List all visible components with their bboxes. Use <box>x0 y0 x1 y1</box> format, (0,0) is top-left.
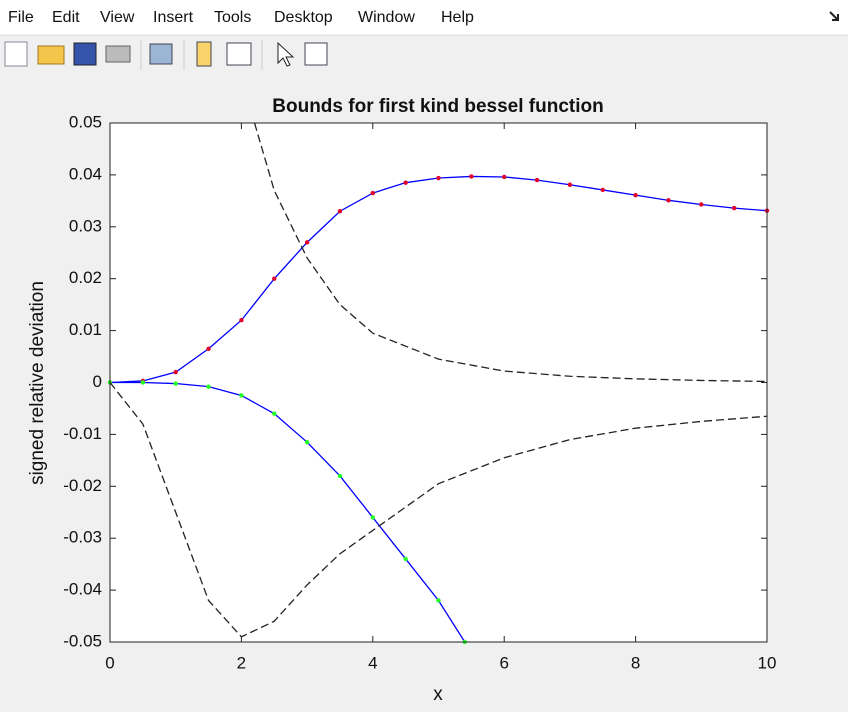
data-point <box>403 556 408 562</box>
menu-bar <box>0 0 848 35</box>
new-icon[interactable] <box>4 41 28 67</box>
menu-item[interactable]: Window <box>358 9 415 26</box>
data-point <box>502 174 507 180</box>
menu-item[interactable]: Edit <box>52 9 80 26</box>
y-tick-label: -0.04 <box>63 580 102 599</box>
data-point <box>370 190 375 196</box>
menu-item[interactable]: Tools <box>214 9 251 26</box>
data-point <box>370 515 375 520</box>
x-tick-label: 6 <box>499 653 508 672</box>
data-point <box>731 205 737 211</box>
link-icon[interactable] <box>149 43 173 65</box>
y-tick-label: 0 <box>93 372 102 391</box>
y-tick-label: 0.01 <box>69 320 102 339</box>
data-point <box>436 598 441 603</box>
data-point <box>239 393 244 398</box>
toolbar <box>4 40 328 70</box>
open-icon[interactable] <box>37 45 65 65</box>
menu-item[interactable]: Insert <box>153 9 194 26</box>
data-point <box>239 318 244 323</box>
data-point <box>403 180 408 185</box>
x-axis-label: x <box>433 684 443 705</box>
menu-item[interactable]: Desktop <box>274 9 333 26</box>
data-point <box>304 240 310 245</box>
data-point <box>173 369 178 375</box>
data-point <box>337 473 343 479</box>
data-point <box>436 175 441 181</box>
y-tick-label: -0.03 <box>63 528 102 547</box>
y-tick-label: 0.05 <box>69 112 102 131</box>
colorbar-icon[interactable] <box>196 41 212 67</box>
x-tick-label: 10 <box>758 653 777 672</box>
plot-area <box>110 123 767 642</box>
x-tick-label: 2 <box>237 653 246 672</box>
data-point <box>140 380 146 385</box>
bound-line <box>110 382 767 638</box>
x-tick-label: 0 <box>105 653 114 672</box>
bound-line <box>253 123 767 383</box>
menu-item[interactable]: View <box>100 9 135 26</box>
chart-title: Bounds for first kind bessel function <box>272 96 603 117</box>
data-point <box>304 439 310 445</box>
data-point <box>567 182 573 187</box>
pointer-icon[interactable] <box>277 41 295 67</box>
x-tick-label: 8 <box>631 653 640 672</box>
y-axis-label: signed relative deviation <box>27 281 48 485</box>
legend-icon[interactable] <box>226 42 252 66</box>
save-icon[interactable] <box>73 42 97 66</box>
y-tick-label: 0.02 <box>69 268 102 287</box>
data-point <box>272 411 277 416</box>
data-point <box>600 187 605 193</box>
y-tick-label: -0.05 <box>63 631 102 650</box>
data-point <box>337 209 343 214</box>
data-point <box>699 202 704 207</box>
x-tick-label: 4 <box>368 653 377 672</box>
data-point <box>633 192 638 198</box>
y-tick-label: 0.04 <box>69 164 102 183</box>
data-point <box>666 198 671 203</box>
data-point <box>206 384 211 389</box>
menu-item[interactable]: Help <box>441 9 474 26</box>
y-tick-label: -0.02 <box>63 476 102 495</box>
data-point <box>272 276 277 281</box>
print-icon[interactable] <box>105 45 131 63</box>
data-line <box>110 381 466 642</box>
axes-box <box>109 122 768 643</box>
menu-item[interactable]: File <box>8 9 34 26</box>
property-icon[interactable] <box>304 42 328 66</box>
data-point <box>206 346 211 351</box>
dock-arrow[interactable] <box>829 11 839 21</box>
y-tick-label: 0.03 <box>69 216 102 235</box>
data-point <box>534 177 540 183</box>
data-point <box>469 174 474 179</box>
data-point <box>173 381 178 386</box>
y-tick-label: -0.01 <box>63 424 102 443</box>
